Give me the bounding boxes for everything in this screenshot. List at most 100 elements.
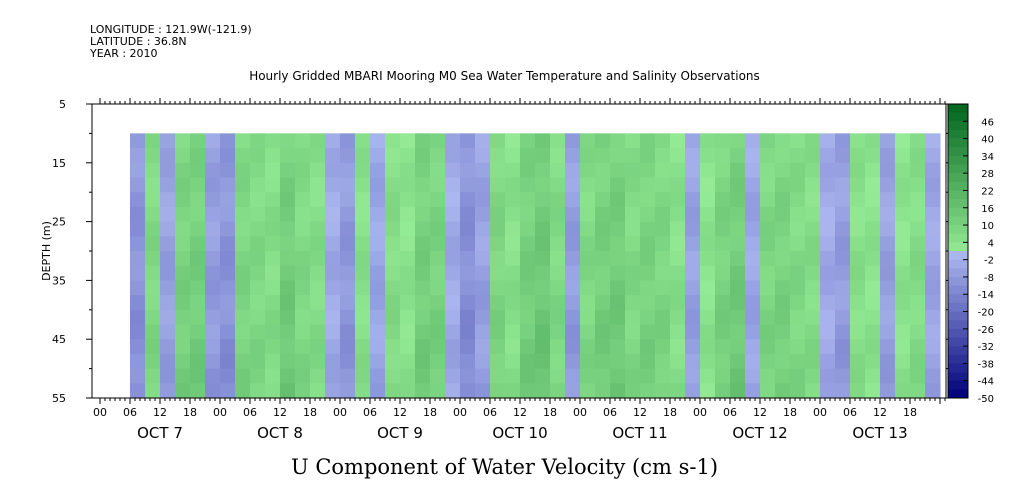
colorbar-label: -44 <box>978 377 994 388</box>
y-tick-label: 15 <box>52 157 66 170</box>
heatmap-cell <box>475 236 491 252</box>
heatmap-cell <box>565 236 581 252</box>
heatmap-cell <box>850 206 866 223</box>
heatmap-cell <box>310 221 326 237</box>
heatmap-cell <box>295 265 311 281</box>
heatmap-cell <box>340 251 356 267</box>
heatmap-cell <box>745 162 761 178</box>
heatmap-cell <box>910 353 926 370</box>
heatmap-cell <box>505 192 521 208</box>
heatmap-cell <box>460 177 476 193</box>
heatmap-cell <box>265 148 281 164</box>
heatmap-cell <box>595 162 611 178</box>
heatmap-cell <box>895 265 911 281</box>
heatmap-cell <box>730 162 746 178</box>
heatmap-cell <box>625 295 641 311</box>
heatmap-cell <box>820 309 836 325</box>
colorbar-swatch <box>948 363 968 373</box>
heatmap-cell <box>910 383 926 399</box>
heatmap-cell <box>835 148 851 164</box>
x-hour-label: 12 <box>633 406 647 419</box>
heatmap-cell <box>580 280 596 296</box>
heatmap-cell <box>850 324 866 340</box>
y-tick-label: 25 <box>52 216 66 229</box>
heatmap-cell <box>835 251 851 267</box>
heatmap-cell <box>895 192 911 208</box>
heatmap-cell <box>340 353 356 370</box>
heatmap-cell <box>445 251 461 267</box>
colorbar-swatch <box>948 129 968 139</box>
heatmap-cell <box>190 177 206 193</box>
heatmap-cell <box>505 324 521 340</box>
heatmap-cell <box>235 309 251 325</box>
heatmap-cell <box>460 280 476 296</box>
heatmap-layer <box>130 133 941 399</box>
heatmap-cell <box>250 368 266 384</box>
heatmap-cell <box>220 206 236 223</box>
colorbar-label: -32 <box>978 342 994 353</box>
heatmap-cell <box>895 251 911 267</box>
heatmap-cell <box>445 236 461 252</box>
x-hour-label: 00 <box>93 406 107 419</box>
heatmap-cell <box>280 265 296 281</box>
x-hour-label: 18 <box>783 406 797 419</box>
heatmap-cell <box>490 353 506 370</box>
heatmap-cell <box>835 309 851 325</box>
heatmap-cell <box>820 265 836 281</box>
latitude-label: LATITUDE : 36.8N <box>90 35 187 48</box>
heatmap-cell <box>790 133 806 149</box>
heatmap-cell <box>355 206 371 223</box>
heatmap-cell <box>130 353 146 370</box>
heatmap-cell <box>190 295 206 311</box>
heatmap-cell <box>925 368 941 384</box>
heatmap-cell <box>145 280 161 296</box>
heatmap-cell <box>445 162 461 178</box>
heatmap-cell <box>805 133 821 149</box>
x-hour-label: 00 <box>333 406 347 419</box>
heatmap-cell <box>325 251 341 267</box>
heatmap-cell <box>475 162 491 178</box>
heatmap-cell <box>715 133 731 149</box>
heatmap-cell <box>805 206 821 223</box>
heatmap-cell <box>820 162 836 178</box>
heatmap-cell <box>130 265 146 281</box>
heatmap-cell <box>370 236 386 252</box>
heatmap-cell <box>925 251 941 267</box>
heatmap-cell <box>925 295 941 311</box>
heatmap-cell <box>145 177 161 193</box>
heatmap-cell <box>565 177 581 193</box>
heatmap-cell <box>805 309 821 325</box>
heatmap-cell <box>760 192 776 208</box>
heatmap-cell <box>235 162 251 178</box>
heatmap-cell <box>340 295 356 311</box>
heatmap-cell <box>730 368 746 384</box>
heatmap-cell <box>460 295 476 311</box>
heatmap-cell <box>670 280 686 296</box>
heatmap-cell <box>445 280 461 296</box>
heatmap-cell <box>490 295 506 311</box>
heatmap-cell <box>835 221 851 237</box>
heatmap-cell <box>475 324 491 340</box>
heatmap-cell <box>355 192 371 208</box>
heatmap-cell <box>280 383 296 399</box>
heatmap-cell <box>595 206 611 223</box>
heatmap-cell <box>190 162 206 178</box>
heatmap-cell <box>280 280 296 296</box>
heatmap-cell <box>535 265 551 281</box>
heatmap-cell <box>310 192 326 208</box>
heatmap-cell <box>295 206 311 223</box>
heatmap-cell <box>745 265 761 281</box>
heatmap-cell <box>235 265 251 281</box>
heatmap-cell <box>565 339 581 355</box>
heatmap-cell <box>220 251 236 267</box>
x-hour-label: 12 <box>753 406 767 419</box>
heatmap-cell <box>415 368 431 384</box>
heatmap-cell <box>895 206 911 223</box>
heatmap-cell <box>640 206 656 223</box>
heatmap-cell <box>490 383 506 399</box>
heatmap-cell <box>745 339 761 355</box>
heatmap-cell <box>625 309 641 325</box>
heatmap-cell <box>550 221 566 237</box>
heatmap-cell <box>325 148 341 164</box>
heatmap-cell <box>475 309 491 325</box>
